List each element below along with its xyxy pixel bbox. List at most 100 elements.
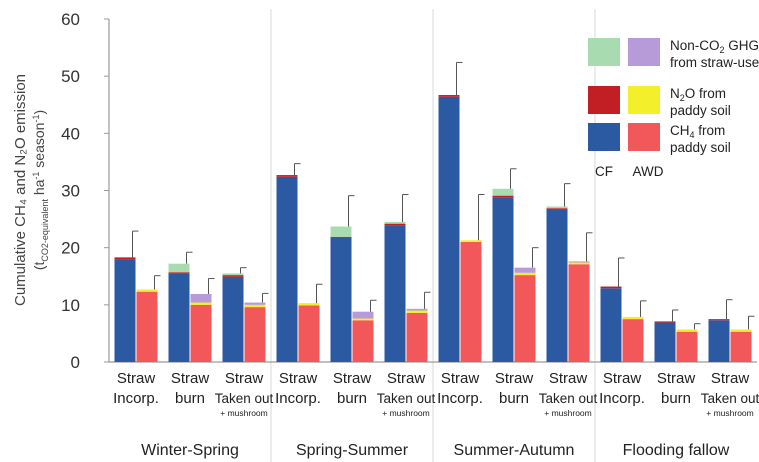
bar-cf-ch4 xyxy=(708,320,730,362)
legend-swatch-awd xyxy=(628,123,660,151)
x-tick-label-line2: Incorp. xyxy=(113,390,159,407)
bar-cf-n2o xyxy=(276,175,298,177)
bar-cf-straw xyxy=(330,226,352,237)
bar-awd-ch4 xyxy=(406,312,428,362)
bar-awd-n2o xyxy=(190,302,212,305)
bar-awd-straw xyxy=(406,308,428,311)
legend-swatch-awd xyxy=(628,38,660,66)
bar-cf-n2o xyxy=(438,95,460,97)
bar-awd-ch4 xyxy=(514,275,536,362)
bar-awd-n2o xyxy=(244,304,266,308)
x-tick-label-line3: + mushroom xyxy=(382,408,429,418)
bar-awd-straw xyxy=(568,261,590,263)
bar-cf-n2o xyxy=(600,286,622,289)
x-tick-label-line1: Straw xyxy=(603,370,642,387)
x-tick-label-line1: Straw xyxy=(441,370,480,387)
bar-cf-n2o xyxy=(654,321,676,323)
bar-awd-ch4 xyxy=(190,304,212,362)
legend-cf-label: CF xyxy=(595,164,613,179)
y-tick-label: 30 xyxy=(61,182,80,201)
bar-awd-ch4 xyxy=(568,264,590,362)
y-axis-label-line2: (tCO2-equivalent ha-1 season-1) xyxy=(31,110,50,270)
bar-cf-ch4 xyxy=(654,322,676,362)
bar-cf-straw xyxy=(222,273,244,276)
x-tick-label-line2: Incorp. xyxy=(599,390,645,407)
bar-awd-ch4 xyxy=(352,320,374,362)
bar-awd-n2o xyxy=(136,289,158,292)
x-tick-label-line2: burn xyxy=(661,390,691,407)
bar-cf-ch4 xyxy=(438,96,460,362)
x-tick-label-line1: Straw xyxy=(333,370,372,387)
season-label: Winter-Spring xyxy=(141,442,239,459)
bar-awd-straw xyxy=(514,267,536,273)
bar-cf-ch4 xyxy=(384,225,406,362)
bar-awd-n2o xyxy=(568,262,590,265)
bar-cf-n2o xyxy=(546,208,568,210)
bar-cf-n2o xyxy=(222,275,244,277)
bar-awd-ch4 xyxy=(298,305,320,362)
legend-swatch-cf xyxy=(588,86,620,114)
x-tick-label-line2: burn xyxy=(175,390,205,407)
bar-awd-ch4 xyxy=(460,241,482,362)
bar-cf-n2o xyxy=(114,257,136,260)
bar-awd-straw xyxy=(244,302,266,305)
bar-awd-ch4 xyxy=(730,331,752,362)
legend-awd-label: AWD xyxy=(633,164,664,179)
legend-text-line2: paddy soil xyxy=(670,140,731,155)
legend-text-line1: Non-CO2 GHGs xyxy=(670,38,759,55)
bar-cf-straw xyxy=(384,221,406,224)
bar-awd-ch4 xyxy=(136,291,158,362)
y-axis-label: Cumulative CH₄ and N₂O emission (tCO2-equ… xyxy=(12,74,50,306)
x-tick-label-line1: Straw xyxy=(225,370,264,387)
y-tick-label: 60 xyxy=(61,10,80,29)
bar-awd-n2o xyxy=(514,272,536,276)
x-tick-label-line2: Taken out xyxy=(377,391,436,406)
x-tick-label-line1: Straw xyxy=(387,370,426,387)
bar-cf-ch4 xyxy=(546,209,568,362)
x-tick-label-line2: Taken out xyxy=(701,391,759,406)
y-axis-label-line1: Cumulative CH₄ and N₂O emission xyxy=(12,74,29,306)
x-tick-label-line1: Straw xyxy=(279,370,318,387)
legend-text-line1: CH4 from xyxy=(670,123,725,140)
bar-cf-n2o xyxy=(708,319,730,321)
bar-awd-n2o xyxy=(352,318,374,321)
x-tick-label-line1: Straw xyxy=(171,370,210,387)
season-label: Summer-Autumn xyxy=(454,442,575,459)
x-tick-label-line2: Incorp. xyxy=(437,390,483,407)
bar-awd-n2o xyxy=(298,303,320,306)
bar-awd-n2o xyxy=(622,316,644,320)
x-tick-label-line3: + mushroom xyxy=(544,408,591,418)
bar-cf-ch4 xyxy=(330,237,352,362)
bar-cf-straw xyxy=(168,263,190,273)
x-tick-label-line2: burn xyxy=(499,390,529,407)
x-tick-label-line2: Taken out xyxy=(539,391,598,406)
x-tick-label-line1: Straw xyxy=(117,370,156,387)
x-tick-label-line3: + mushroom xyxy=(706,408,753,418)
season-label: Spring-Summer xyxy=(296,442,409,459)
bar-cf-n2o xyxy=(168,272,190,274)
bar-awd-ch4 xyxy=(622,319,644,362)
x-tick-label-line2: Incorp. xyxy=(275,390,321,407)
x-tick-label-line1: Straw xyxy=(549,370,588,387)
y-tick-label: 40 xyxy=(61,124,80,143)
legend-text-line2: from straw-use xyxy=(670,55,759,70)
bar-cf-n2o xyxy=(492,195,514,198)
y-tick-label: 10 xyxy=(61,296,80,315)
bar-cf-ch4 xyxy=(222,276,244,362)
bar-cf-ch4 xyxy=(168,273,190,362)
bar-cf-ch4 xyxy=(492,197,514,362)
x-tick-label-line2: burn xyxy=(337,390,367,407)
bar-cf-ch4 xyxy=(276,176,298,362)
bar-cf-n2o xyxy=(330,236,352,238)
bar-awd-straw xyxy=(352,311,374,319)
bar-awd-n2o xyxy=(406,310,428,313)
bar-awd-ch4 xyxy=(676,331,698,362)
x-tick-label-line1: Straw xyxy=(657,370,696,387)
bar-cf-ch4 xyxy=(600,288,622,362)
y-tick-label: 20 xyxy=(61,239,80,258)
x-tick-label-line1: Straw xyxy=(711,370,750,387)
legend-text-line1: N2O from xyxy=(670,86,726,103)
bar-cf-straw xyxy=(492,188,514,196)
legend-text-line2: paddy soil xyxy=(670,103,731,118)
